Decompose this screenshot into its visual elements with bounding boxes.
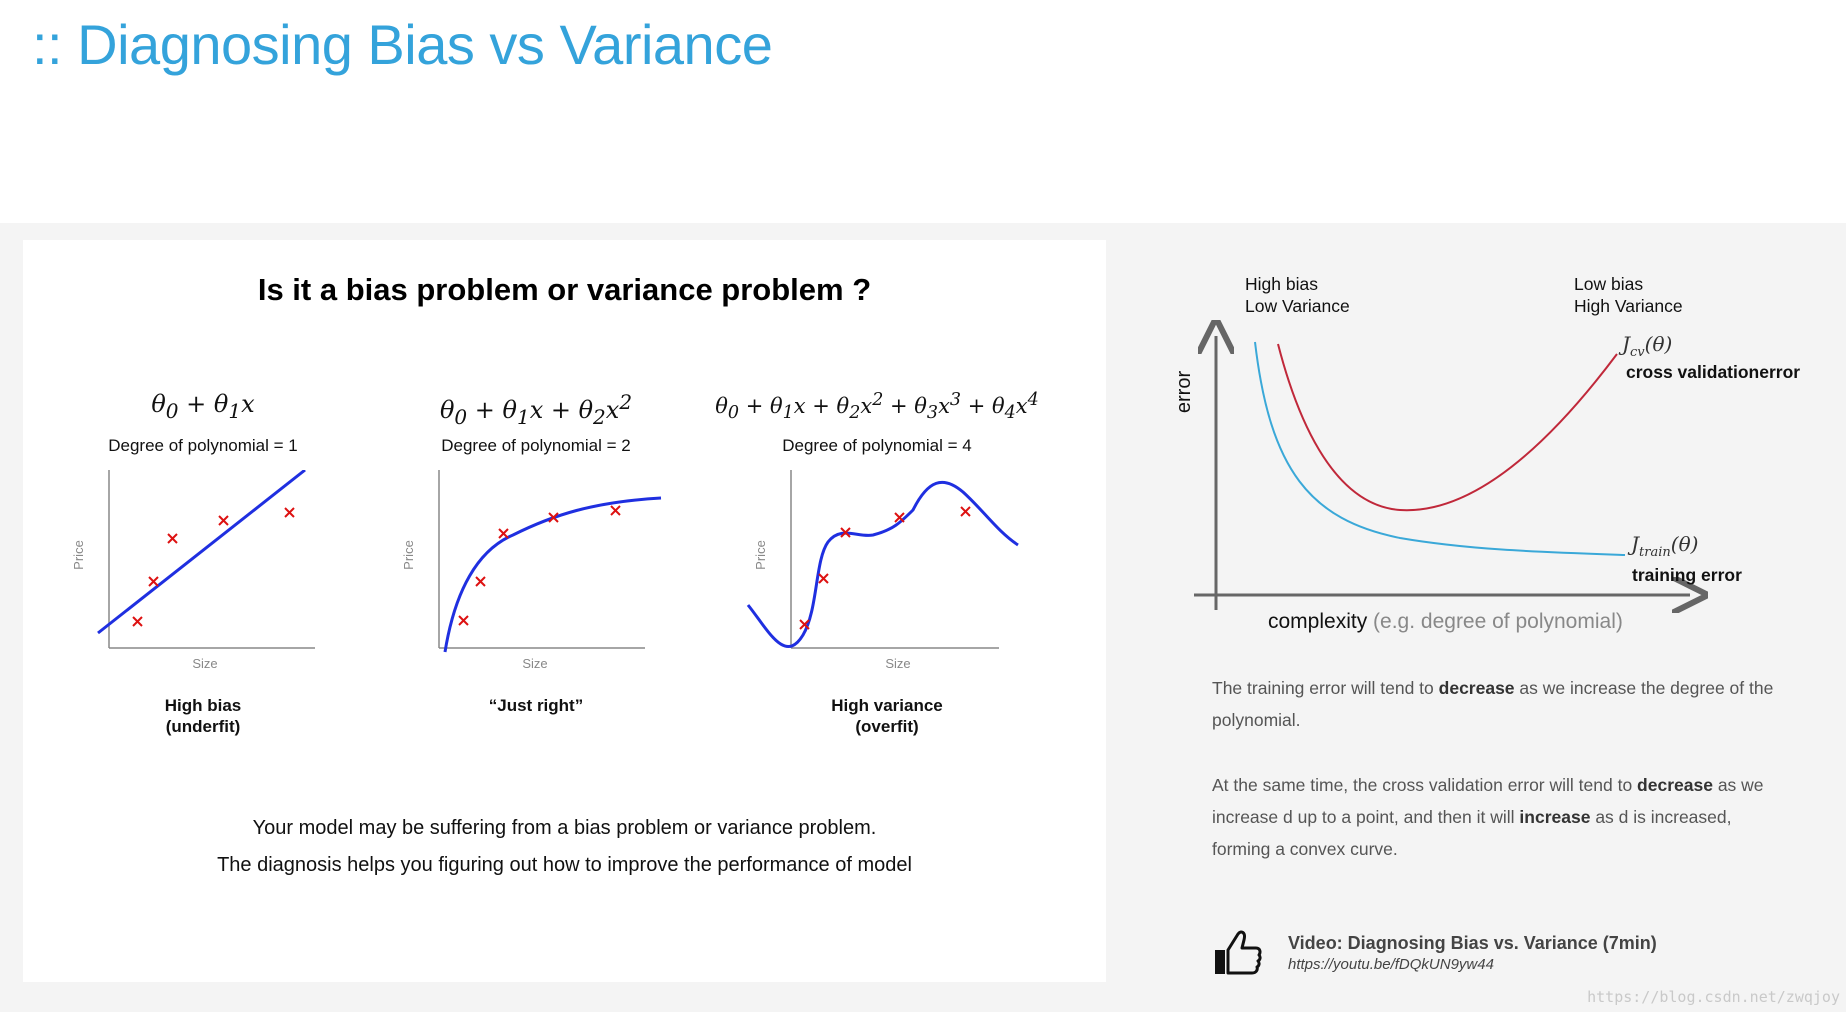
cv-formula: Jcv(θ) xyxy=(1622,332,1673,360)
ylabel-price: Price xyxy=(753,540,768,570)
ylabel-price: Price xyxy=(71,540,86,570)
degree-label-2: Degree of polynomial = 2 xyxy=(441,436,631,455)
description-line-1: Your model may be suffering from a bias … xyxy=(252,817,877,839)
thumbs-up-icon xyxy=(1215,930,1262,975)
caption-overfit: High variance (overfit) xyxy=(831,696,943,736)
caption-underfit: High bias (underfit) xyxy=(164,696,242,736)
ylabel-price: Price xyxy=(401,540,416,570)
card-heading: Is it a bias problem or variance problem… xyxy=(257,272,872,307)
degree-label-4: Degree of polynomial = 4 xyxy=(782,436,972,455)
scatter-just-right: Price Size xyxy=(401,470,662,670)
data-points xyxy=(132,507,295,627)
y-axis-label: error xyxy=(1173,371,1195,414)
explanation-paragraph-1: The training error will tend to decrease… xyxy=(1212,678,1774,730)
label-high-bias: High bias Low Variance xyxy=(1245,274,1350,316)
x-axis-label: complexity (e.g. degree of polynomial) xyxy=(1268,610,1623,633)
xlabel-size: Size xyxy=(522,656,547,670)
page-title: :: Diagnosing Bias vs Variance xyxy=(32,13,773,76)
video-link-title[interactable]: Video: Diagnosing Bias vs. Variance (7mi… xyxy=(1288,933,1657,953)
description-line-2: The diagnosis helps you figuring out how… xyxy=(217,854,912,876)
plot-underfit: θ0 + θ1x Degree of polynomial = 1 Price … xyxy=(53,390,353,770)
scatter-underfit: Price Size xyxy=(71,470,315,670)
left-card: Is it a bias problem or variance problem… xyxy=(23,240,1106,982)
formula-degree-4: θ0 + θ1x + θ2x2 + θ3x3 + θ4x4 xyxy=(715,390,1039,424)
data-points xyxy=(799,506,971,630)
fit-curve xyxy=(443,496,662,653)
label-low-bias: Low bias High Variance xyxy=(1574,274,1683,316)
formula-degree-2: θ0 + θ1x + θ2x2 xyxy=(439,390,633,429)
caption-just-right: “Just right” xyxy=(488,696,584,715)
plot-just-right: θ0 + θ1x + θ2x2 Degree of polynomial = 2… xyxy=(383,390,683,770)
xlabel-size: Size xyxy=(885,656,910,670)
train-label: training error xyxy=(1632,565,1742,585)
cv-label: cross validationerror xyxy=(1626,362,1801,382)
error-complexity-chart: error xyxy=(1173,320,1720,640)
data-points xyxy=(458,505,621,626)
train-formula: Jtrain(θ) xyxy=(1631,532,1699,560)
xlabel-size: Size xyxy=(192,656,217,670)
fit-curve xyxy=(746,480,1019,649)
degree-label-1: Degree of polynomial = 1 xyxy=(108,436,298,455)
cv-error-curve xyxy=(1277,343,1618,512)
formula-degree-1: θ0 + θ1x xyxy=(151,390,255,423)
training-error-curve xyxy=(1254,341,1626,556)
explanation-paragraph-2: At the same time, the cross validation e… xyxy=(1212,775,1764,859)
watermark: https://blog.csdn.net/zwqjoy xyxy=(1587,988,1840,1006)
plot-overfit: θ0 + θ1x + θ2x2 + θ3x3 + θ4x4 Degree of … xyxy=(715,390,1063,770)
video-link-url[interactable]: https://youtu.be/fDQkUN9yw44 xyxy=(1288,956,1494,973)
fit-line xyxy=(97,470,306,635)
scatter-overfit: Price Size xyxy=(746,470,1019,670)
